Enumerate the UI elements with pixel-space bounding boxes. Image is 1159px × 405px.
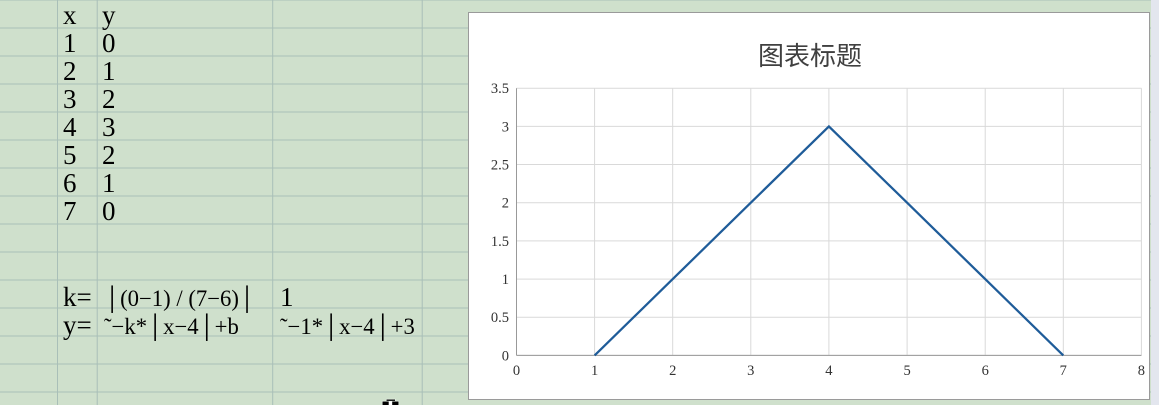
svg-text:6: 6: [982, 363, 989, 379]
svg-text:2: 2: [502, 196, 509, 212]
svg-text:3.5: 3.5: [491, 81, 509, 97]
svg-text:0: 0: [502, 348, 509, 364]
svg-text:图表标题: 图表标题: [758, 42, 862, 71]
svg-text:0: 0: [513, 363, 520, 379]
svg-text:1: 1: [502, 272, 509, 288]
svg-text:1.5: 1.5: [491, 234, 509, 250]
svg-text:2.5: 2.5: [491, 158, 509, 174]
svg-text:4: 4: [825, 363, 833, 379]
svg-text:0.5: 0.5: [491, 310, 509, 326]
svg-text:8: 8: [1138, 363, 1145, 379]
svg-text:5: 5: [903, 363, 910, 379]
svg-text:2: 2: [669, 363, 676, 379]
svg-text:1: 1: [591, 363, 598, 379]
svg-text:3: 3: [502, 119, 509, 135]
svg-text:3: 3: [747, 363, 754, 379]
svg-text:7: 7: [1060, 363, 1067, 379]
